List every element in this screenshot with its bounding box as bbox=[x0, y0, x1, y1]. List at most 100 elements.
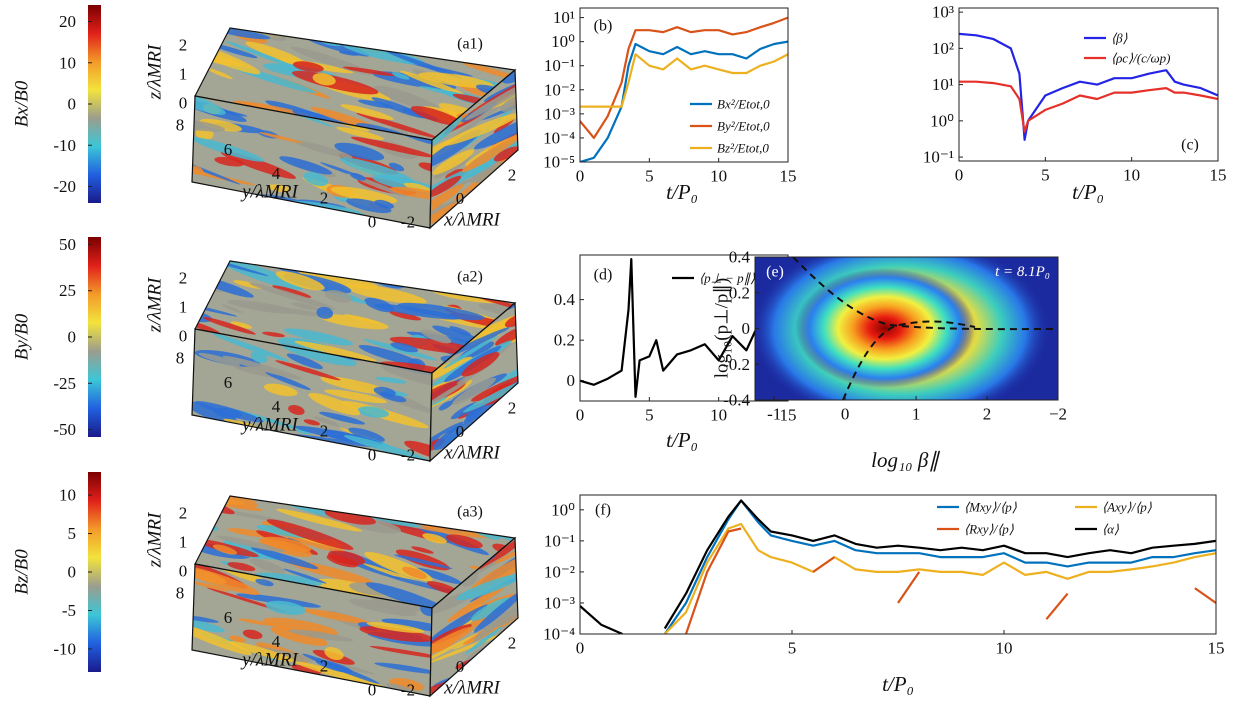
colorbar-tick-label: 5 bbox=[68, 524, 77, 543]
x-axis-label: x/λMRI bbox=[443, 443, 501, 464]
streak bbox=[330, 186, 398, 204]
legend-label: Bz²/Etot,0 bbox=[717, 141, 769, 156]
panel-label: (a3) bbox=[457, 504, 483, 521]
x-tick-label: 15 bbox=[1210, 166, 1227, 185]
streak bbox=[402, 566, 427, 579]
streak bbox=[262, 331, 286, 338]
density-core bbox=[795, 268, 975, 388]
x-tick-label: 0 bbox=[576, 639, 585, 658]
x-tick-label: 15 bbox=[1208, 639, 1225, 658]
streak bbox=[264, 442, 301, 456]
y-axis-label: log₁₀(p⊥/p∥) bbox=[712, 278, 733, 379]
streak bbox=[384, 50, 462, 79]
y-tick-label: 10⁻³ bbox=[544, 593, 575, 612]
streak bbox=[422, 533, 447, 544]
streak bbox=[276, 508, 362, 532]
y-tick-label: 10⁻² bbox=[544, 562, 575, 581]
y-tick-label: 10⁻³ bbox=[544, 104, 575, 123]
streak bbox=[195, 400, 264, 423]
x-axis-label: t/P₀ bbox=[1072, 180, 1104, 204]
streak bbox=[288, 433, 378, 448]
z-tick-label: 0 bbox=[179, 94, 188, 113]
axes-frame bbox=[579, 494, 1217, 635]
streak bbox=[374, 199, 394, 209]
density-map bbox=[755, 257, 1058, 400]
streak bbox=[358, 99, 394, 109]
y-tick-label: 6 bbox=[224, 373, 233, 392]
streak bbox=[432, 149, 475, 175]
y-tick-label: 2 bbox=[320, 421, 329, 440]
streak bbox=[462, 572, 479, 587]
streak bbox=[288, 629, 354, 642]
streak bbox=[227, 299, 296, 314]
y-tick-label: -0.2 bbox=[723, 355, 750, 374]
streak bbox=[195, 215, 278, 228]
x-tick-label: 5 bbox=[645, 167, 654, 186]
streak bbox=[316, 306, 334, 319]
colorbar-tick-label: 20 bbox=[59, 12, 76, 31]
streak bbox=[195, 52, 209, 60]
streak bbox=[303, 419, 320, 426]
z-tick-label: 2 bbox=[179, 36, 188, 55]
z-axis-label: z/λMRI bbox=[145, 511, 166, 568]
y-tick-label: 0 bbox=[368, 213, 377, 232]
streak bbox=[207, 68, 233, 80]
streak bbox=[192, 581, 230, 592]
streak bbox=[336, 126, 385, 140]
streak bbox=[211, 669, 272, 684]
x-axis-label: x/λMRI bbox=[443, 678, 501, 699]
z-tick-label: 0 bbox=[179, 562, 188, 581]
streak bbox=[291, 664, 322, 675]
plot-area bbox=[959, 32, 1218, 141]
streak bbox=[288, 404, 305, 416]
series-line bbox=[580, 16, 788, 139]
streak bbox=[201, 670, 268, 695]
streak bbox=[270, 626, 328, 646]
series-line bbox=[684, 527, 1216, 634]
streak bbox=[283, 328, 354, 346]
series-line bbox=[959, 32, 1218, 141]
streak bbox=[258, 132, 303, 144]
colorbar-tick-label: 0 bbox=[68, 328, 77, 347]
streak bbox=[400, 70, 465, 95]
streak bbox=[357, 406, 389, 418]
streak bbox=[346, 198, 392, 214]
streak bbox=[216, 535, 286, 553]
streak bbox=[198, 352, 241, 367]
streak bbox=[195, 261, 270, 277]
streak bbox=[275, 360, 341, 381]
streak bbox=[263, 383, 298, 397]
colorbar bbox=[88, 5, 101, 203]
y-tick-label: 0.4 bbox=[729, 248, 751, 267]
x-tick-label: -2 bbox=[401, 681, 415, 700]
x-tick-label: 0 bbox=[955, 166, 964, 185]
panel-label: (c) bbox=[1181, 137, 1199, 154]
streak bbox=[222, 355, 302, 380]
streak bbox=[430, 380, 466, 402]
legend-label: ⟨α⟩ bbox=[1102, 522, 1119, 537]
legend-label: ⟨Axy⟩/⟨p⟩ bbox=[1102, 500, 1152, 515]
streak bbox=[374, 662, 432, 675]
colorbar-tick-label: 0 bbox=[68, 563, 77, 582]
colorbar-tick-label: -50 bbox=[53, 420, 76, 439]
series-line bbox=[580, 53, 788, 108]
y-tick-label: 0.2 bbox=[554, 331, 575, 350]
y-tick-label: 6 bbox=[224, 140, 233, 159]
streak bbox=[342, 66, 396, 76]
y-tick-label: 0 bbox=[567, 371, 576, 390]
z-tick-label: 0 bbox=[179, 327, 188, 346]
y-tick-label: 10¹ bbox=[932, 75, 954, 94]
colorbar-tick-label: 10 bbox=[59, 53, 76, 72]
panel-label: (b) bbox=[594, 18, 613, 35]
streak bbox=[411, 546, 434, 554]
streak bbox=[338, 51, 359, 56]
streak bbox=[312, 73, 336, 86]
streak bbox=[390, 342, 419, 353]
x-axis-label: t/P₀ bbox=[666, 180, 698, 204]
streak bbox=[371, 596, 422, 613]
streak bbox=[470, 597, 511, 621]
y-tick-label: 8 bbox=[176, 116, 185, 135]
x-tick-label: 15 bbox=[780, 167, 797, 186]
streak bbox=[275, 271, 325, 291]
y-tick-label: -0.4 bbox=[723, 391, 750, 410]
